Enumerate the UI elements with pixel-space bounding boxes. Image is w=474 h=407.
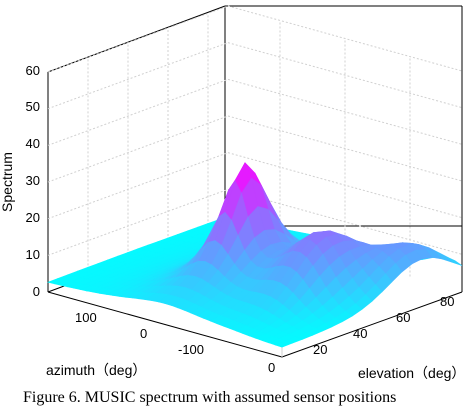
z-tick-label: 10 bbox=[26, 247, 40, 262]
azimuth-tick-label: 100 bbox=[75, 310, 97, 325]
z-axis-label: Spectrum bbox=[0, 152, 15, 212]
z-tick-label: 20 bbox=[26, 210, 40, 225]
grid-line bbox=[47, 42, 229, 110]
figure-caption: Figure 6. MUSIC spectrum with assumed se… bbox=[23, 389, 396, 406]
grid-line bbox=[47, 115, 229, 183]
grid-line bbox=[47, 152, 229, 220]
azimuth-axis-label: azimuth（deg） bbox=[46, 362, 146, 378]
elevation-tick-label: 80 bbox=[440, 294, 454, 309]
surface-patch bbox=[274, 340, 293, 348]
grid-lines bbox=[47, 5, 463, 278]
z-tick-label: 30 bbox=[26, 173, 40, 188]
azimuth-tick-label: -100 bbox=[178, 342, 204, 357]
z-tick-label: 60 bbox=[26, 63, 40, 78]
grid-line bbox=[227, 42, 463, 109]
spectrum-surface bbox=[46, 162, 463, 348]
azimuth-axis: 100 0 -100 azimuth（deg） bbox=[46, 310, 204, 378]
elevation-tick-label: 20 bbox=[313, 342, 327, 357]
z-tick-label: 40 bbox=[26, 136, 40, 151]
grid-line bbox=[227, 5, 463, 72]
grid-line bbox=[47, 78, 229, 146]
elevation-tick-label: 40 bbox=[353, 326, 367, 341]
elevation-tick-label: 0 bbox=[268, 360, 275, 375]
azimuth-tick-label: 0 bbox=[140, 326, 147, 341]
z-tick-label: 50 bbox=[26, 99, 40, 114]
grid-line bbox=[227, 78, 463, 145]
z-axis: 0 10 20 30 40 50 60 Spectrum bbox=[0, 63, 40, 299]
elevation-axis: 0 20 40 60 80 elevation（deg） bbox=[268, 294, 465, 381]
z-tick-label: 0 bbox=[33, 284, 40, 299]
grid-line bbox=[47, 5, 229, 73]
elevation-tick-label: 60 bbox=[396, 310, 410, 325]
elevation-axis-label: elevation（deg） bbox=[358, 365, 465, 381]
